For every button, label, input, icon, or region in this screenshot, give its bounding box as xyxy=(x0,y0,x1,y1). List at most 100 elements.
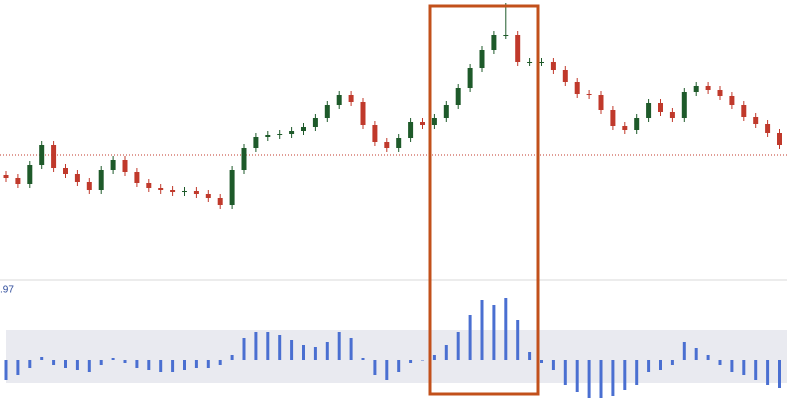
candle-body xyxy=(348,95,354,102)
histogram-bar xyxy=(766,360,770,385)
histogram-bar xyxy=(266,332,270,360)
candle-body xyxy=(729,96,735,105)
histogram-bar xyxy=(159,360,163,372)
histogram-bar xyxy=(278,335,282,360)
candle-body xyxy=(384,142,390,148)
candle-body xyxy=(455,88,461,105)
histogram-bar xyxy=(575,360,579,392)
candle-body xyxy=(479,50,485,68)
candle-body xyxy=(431,118,437,125)
histogram-bar xyxy=(623,360,627,390)
histogram-bar xyxy=(373,360,377,375)
histogram-bar xyxy=(206,360,210,368)
histogram-bar xyxy=(682,342,686,360)
candle-body xyxy=(312,118,318,127)
candle-body xyxy=(681,92,687,118)
candle-body xyxy=(550,62,556,70)
histogram-bar xyxy=(706,355,710,360)
candle-body xyxy=(74,174,80,182)
candle-body xyxy=(658,103,663,112)
candle-body xyxy=(646,103,652,118)
histogram-bar xyxy=(52,360,56,365)
candle-body xyxy=(372,125,378,142)
candle-body xyxy=(324,105,330,118)
histogram-bar xyxy=(432,355,436,360)
histogram-bar xyxy=(778,360,781,388)
candle-body xyxy=(467,68,473,88)
candle-body xyxy=(598,95,604,110)
candle-body xyxy=(3,175,9,178)
histogram-bar xyxy=(611,360,615,396)
histogram-bar xyxy=(587,360,591,398)
candle-body xyxy=(51,145,57,168)
histogram-bar xyxy=(718,360,722,365)
candle-body xyxy=(301,127,306,131)
candle-body xyxy=(110,160,116,170)
band xyxy=(6,330,787,383)
candle-body xyxy=(134,172,140,183)
candle-body xyxy=(289,131,295,134)
histogram-bar xyxy=(385,360,389,380)
candle-body xyxy=(634,118,640,130)
candle-body xyxy=(515,35,521,62)
histogram-bar xyxy=(361,358,365,360)
histogram-bar xyxy=(123,360,127,363)
candle-body xyxy=(193,191,199,194)
highlight-box xyxy=(428,4,540,396)
histogram-bar xyxy=(135,360,139,368)
histogram-bar xyxy=(254,332,258,360)
histogram-bar xyxy=(230,355,234,360)
histogram-bar xyxy=(64,360,67,368)
candle-body xyxy=(253,137,259,148)
candle-body xyxy=(229,170,235,205)
candle-body xyxy=(63,168,68,174)
histogram-bar xyxy=(694,348,698,360)
candle-body xyxy=(777,133,782,145)
candle-body xyxy=(205,194,211,198)
histogram-bar xyxy=(218,360,222,365)
candle-body xyxy=(27,165,33,184)
candle-body xyxy=(491,35,497,50)
histogram-bar xyxy=(302,345,305,360)
candle-body xyxy=(98,170,104,190)
candle-body xyxy=(669,112,675,118)
candle-body xyxy=(408,122,414,138)
indicator-label: .97 xyxy=(0,285,14,296)
candle-body xyxy=(86,182,92,190)
histogram-bar xyxy=(325,342,329,360)
histogram-bar xyxy=(87,360,91,372)
candle-body xyxy=(574,82,580,94)
histogram-bar xyxy=(599,360,603,398)
candle-body xyxy=(741,105,747,117)
candle-body xyxy=(622,126,628,130)
candle-body xyxy=(527,62,533,63)
candle-body xyxy=(170,190,176,192)
histogram-bar xyxy=(409,360,413,363)
histogram-bar xyxy=(647,360,651,372)
histogram-bar xyxy=(171,360,175,372)
candle-body xyxy=(420,122,425,125)
candle-body xyxy=(717,90,723,96)
histogram-bar xyxy=(468,315,472,360)
histogram-bar xyxy=(111,358,115,360)
candle-body xyxy=(765,124,771,133)
candle-body xyxy=(158,188,164,190)
candle-body xyxy=(753,117,759,124)
histogram-bar xyxy=(397,360,401,372)
histogram-bar xyxy=(290,340,294,360)
histogram-bar xyxy=(551,360,555,370)
candle-body xyxy=(562,70,568,82)
histogram-bar xyxy=(528,352,532,360)
candle-body xyxy=(443,105,449,118)
histogram-bar xyxy=(742,360,746,375)
plot-layer xyxy=(0,3,787,398)
candle-body xyxy=(122,160,128,172)
histogram-bar xyxy=(313,347,317,360)
candle-body xyxy=(693,86,699,92)
histogram-bar xyxy=(421,360,424,361)
candle-body xyxy=(396,138,402,148)
histogram-bar xyxy=(670,360,674,365)
histogram-bar xyxy=(730,360,734,372)
histogram-bar xyxy=(754,360,758,380)
